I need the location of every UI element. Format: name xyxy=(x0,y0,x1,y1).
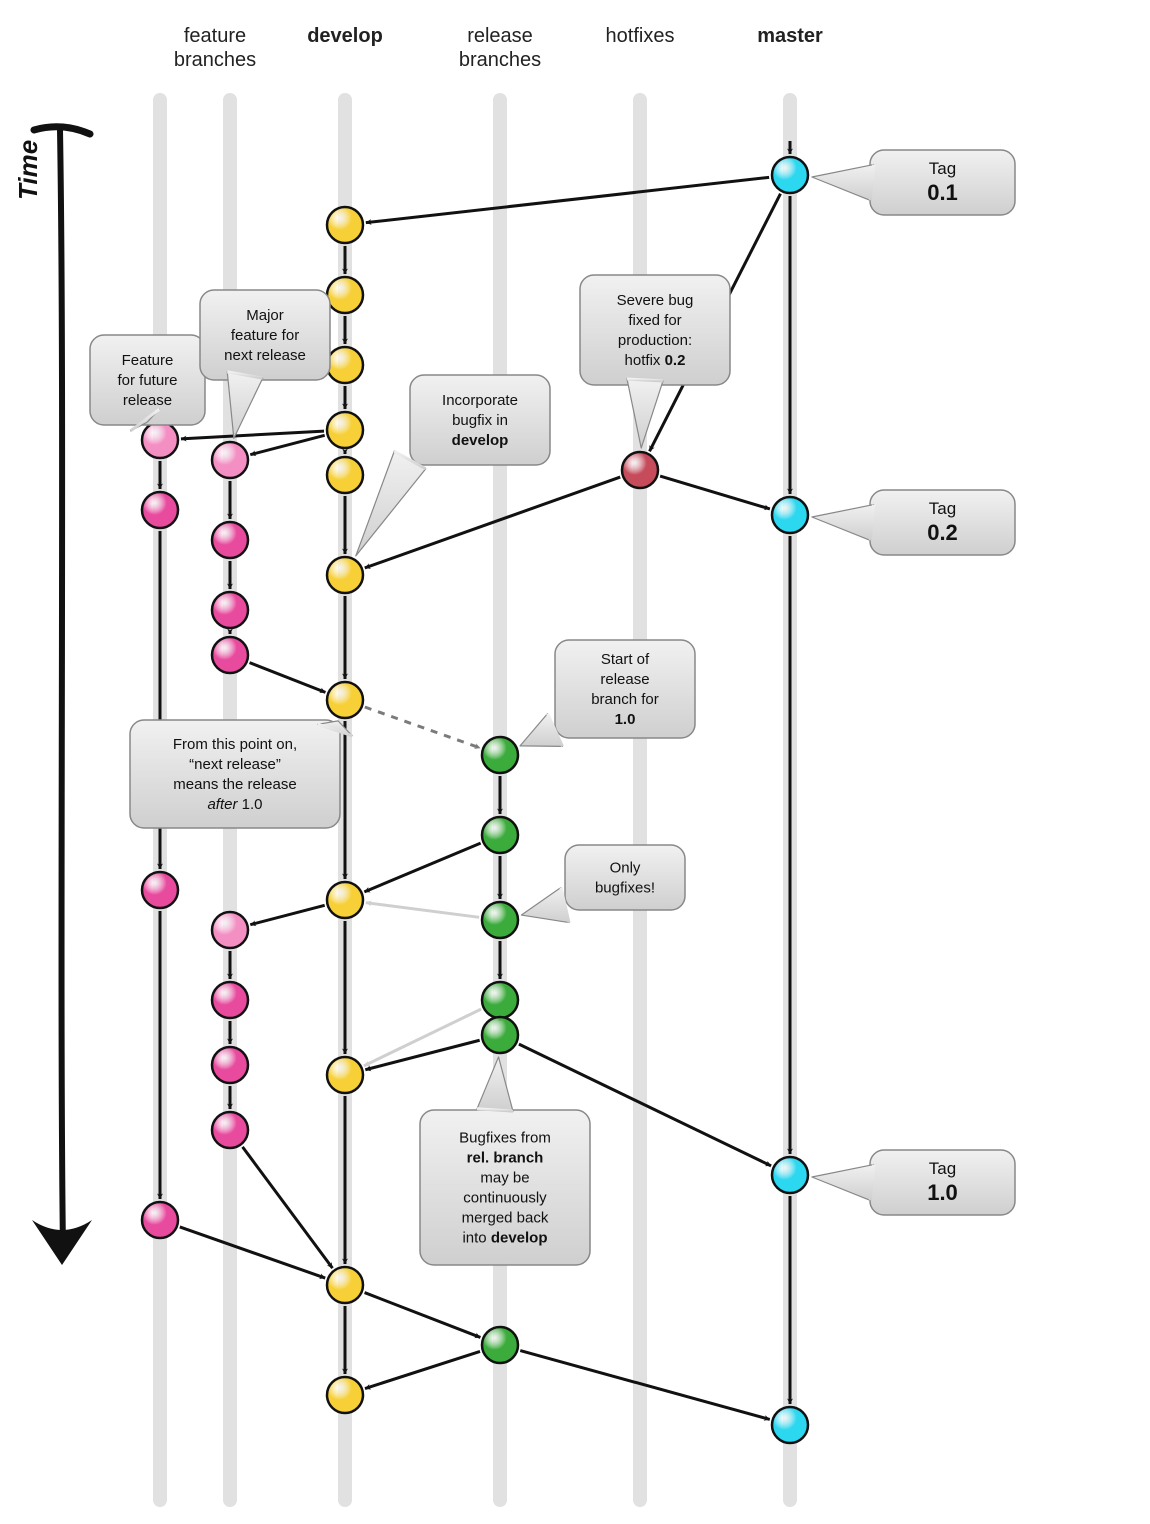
commit-f2a xyxy=(212,442,248,478)
c-severe-bug: Severe bugfixed forproduction:hotfix 0.2 xyxy=(580,275,730,448)
commit-d5 xyxy=(327,557,363,593)
commit-r6 xyxy=(482,1327,518,1363)
tag-01: Tag0.1 xyxy=(812,150,1015,215)
lane-label-develop: develop xyxy=(307,25,383,47)
tags: Tag0.1 Tag0.2 Tag1.0 xyxy=(812,150,1015,1215)
commit-r4 xyxy=(482,982,518,1018)
commit-m4 xyxy=(772,1407,808,1443)
commit-d3 xyxy=(327,347,363,383)
lane-label-hotfix: hotfixes xyxy=(606,25,675,47)
commit-h1 xyxy=(622,452,658,488)
commit-d2 xyxy=(327,277,363,313)
commit-m1 xyxy=(772,157,808,193)
time-label: Time xyxy=(13,140,43,200)
commit-d4 xyxy=(327,412,363,448)
commit-r5 xyxy=(482,1017,518,1053)
lane-labels: featurebranches develop releasebranches hot… xyxy=(174,25,823,71)
tag-02-text: Tag0.2 xyxy=(927,499,958,545)
c-from-this: From this point on,“next release”means t… xyxy=(130,720,352,828)
commit-f2g xyxy=(212,1047,248,1083)
tag-10-text: Tag1.0 xyxy=(927,1159,958,1205)
commit-r3 xyxy=(482,902,518,938)
c-incorporate: Incorporatebugfix indevelop xyxy=(356,375,550,556)
commit-f2b xyxy=(212,522,248,558)
commit-m3 xyxy=(772,1157,808,1193)
c-bugfixes-merge: Bugfixes fromrel. branchmay becontinuous… xyxy=(420,1057,590,1265)
lane-label-feature1: featurebranches xyxy=(174,25,256,71)
commit-f1d xyxy=(142,1202,178,1238)
tag-02: Tag0.2 xyxy=(812,490,1015,555)
commit-r1 xyxy=(482,737,518,773)
commit-f2d xyxy=(212,637,248,673)
commit-d7 xyxy=(327,882,363,918)
lane-label-master: master xyxy=(757,25,823,47)
commit-d8 xyxy=(327,1057,363,1093)
commit-f2f xyxy=(212,982,248,1018)
gitflow-diagram: featurebranches develop releasebranches hot… xyxy=(0,0,1150,1524)
commit-r2 xyxy=(482,817,518,853)
commit-d6 xyxy=(327,682,363,718)
c-major-feature: Majorfeature fornext release xyxy=(200,290,330,438)
commit-d4b xyxy=(327,457,363,493)
commit-f1a xyxy=(142,422,178,458)
c-only-bugfixes: Onlybugfixes! xyxy=(521,845,685,923)
tag-10: Tag1.0 xyxy=(812,1150,1015,1215)
commit-f2h xyxy=(212,1112,248,1148)
commit-f2c xyxy=(212,592,248,628)
c-incorporate-text: Incorporatebugfix indevelop xyxy=(442,392,518,449)
c-future-feature-text: Featurefor futurerelease xyxy=(117,352,177,409)
commit-d1 xyxy=(327,207,363,243)
commit-d10 xyxy=(327,1377,363,1413)
commit-d9 xyxy=(327,1267,363,1303)
time-axis: Time xyxy=(13,127,92,1265)
c-start-release: Start ofreleasebranch for1.0 xyxy=(520,640,695,746)
c-future-feature: Featurefor futurerelease xyxy=(90,335,205,431)
tag-01-text: Tag0.1 xyxy=(927,159,958,205)
commit-f1b xyxy=(142,492,178,528)
commit-f2e xyxy=(212,912,248,948)
commit-f1c xyxy=(142,872,178,908)
lane-label-release: releasebranches xyxy=(459,25,541,71)
commit-m2 xyxy=(772,497,808,533)
